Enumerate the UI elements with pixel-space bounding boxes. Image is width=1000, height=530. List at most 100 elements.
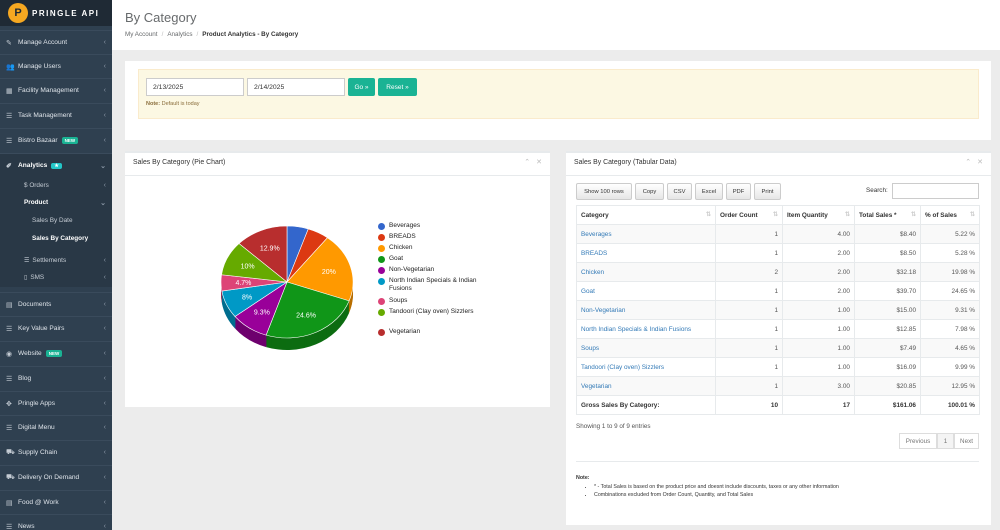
col-header-item-quantity[interactable]: Item Quantity ⇅ (782, 205, 855, 225)
legend-item: Vegetarian (378, 328, 488, 336)
analytics-submenu-bg (0, 153, 112, 287)
logo-text: PRINGLE API (32, 8, 100, 18)
category-link[interactable]: Chicken (576, 262, 716, 282)
sidebar-item-manage-users[interactable]: 👥 Manage Users ‹ (0, 54, 112, 78)
list-icon: ☰ (6, 375, 13, 383)
table-cell: $7.49 (854, 338, 921, 358)
sidebar-item-label: Delivery On Demand (18, 474, 80, 481)
sidebar-subitem-sales-by-date[interactable]: Sales By Date (0, 212, 112, 229)
search-input[interactable] (892, 183, 979, 199)
sidebar-subitem-label: Product (24, 199, 49, 206)
legend-label: Soups (389, 297, 408, 304)
sidebar-item-key-value-pairs[interactable]: ☰ Key Value Pairs ‹ (0, 316, 112, 340)
note-item: Combinations excluded from Order Count, … (594, 492, 976, 500)
sidebar-item-facility-management[interactable]: ▦ Facility Management ‹ (0, 78, 112, 102)
breadcrumb-separator: / (196, 31, 199, 38)
copy-button[interactable]: Copy (635, 183, 664, 200)
category-link[interactable]: Non-Vegetarian (576, 300, 716, 320)
end-date-input[interactable] (247, 78, 345, 96)
category-link[interactable]: Tandoori (Clay oven) Sizzlers (576, 357, 716, 377)
sidebar-item-label: Task Management (18, 112, 72, 119)
truck-icon: ⛟ (6, 449, 15, 456)
table-cell: 2.00 (782, 281, 855, 301)
chevron-left-icon: ‹ (103, 63, 106, 70)
close-icon[interactable]: ✕ (977, 159, 983, 166)
legend-label: Chicken (389, 244, 413, 251)
sidebar-subitem-orders[interactable]: $ Orders ‹ (0, 177, 112, 194)
pie-slice-label: 24.6% (296, 313, 316, 320)
col-header-order-count[interactable]: Order Count ⇅ (715, 205, 783, 225)
cog-icon: ☰ (24, 258, 30, 264)
table-notes: Note: * - Total Sales is based on the pr… (576, 475, 976, 499)
sidebar-item-bistro-bazaar[interactable]: ☰ Bistro Bazaar NEW ‹ (0, 128, 112, 152)
total-cell: 10 (715, 395, 783, 415)
go-button[interactable]: Go » (348, 78, 375, 96)
chevron-left-icon: ‹ (103, 499, 106, 506)
sidebar-item-food-work[interactable]: ▤ Food @ Work ‹ (0, 490, 112, 514)
csv-button[interactable]: CSV (667, 183, 692, 200)
reset-button[interactable]: Reset » (378, 78, 417, 96)
table-row: North Indian Specials & Indian Fusions 1 1… (576, 319, 980, 339)
excel-button[interactable]: Excel (695, 183, 723, 200)
breadcrumb-link-analytics[interactable]: Analytics (167, 31, 193, 38)
sort-icon: ⇅ (910, 212, 916, 218)
sidebar-item-task-management[interactable]: ☰ Task Management ‹ (0, 103, 112, 127)
sidebar-item-digital-menu[interactable]: ☰ Digital Menu ‹ (0, 415, 112, 439)
sort-icon: ⇅ (772, 212, 778, 218)
sidebar-subitem-product[interactable]: Product ⌄ (0, 194, 112, 211)
sidebar-item-pringle-apps[interactable]: ✥ Pringle Apps ‹ (0, 391, 112, 415)
breadcrumb: My Account / Analytics / Product Analyti… (125, 31, 298, 38)
col-header-percent-sales[interactable]: % of Sales ⇅ (920, 205, 980, 225)
show-rows-button[interactable]: Show 100 rows (576, 183, 632, 200)
filter-note: Note: Default is today (146, 101, 200, 107)
sidebar-item-blog[interactable]: ☰ Blog ‹ (0, 366, 112, 390)
breadcrumb-link-my-account[interactable]: My Account (125, 31, 158, 38)
category-link[interactable]: Beverages (576, 224, 716, 244)
category-link[interactable]: BREADS (576, 243, 716, 263)
pdf-button[interactable]: PDF (726, 183, 751, 200)
sidebar-item-manage-account[interactable]: ✎ Manage Account ‹ (0, 30, 112, 54)
pager-next-button[interactable]: Next (954, 433, 979, 449)
category-link[interactable]: Soups (576, 338, 716, 358)
start-date-input[interactable] (146, 78, 244, 96)
pager-page-1-button[interactable]: 1 (937, 433, 954, 449)
legend-swatch (378, 266, 385, 274)
sidebar-item-delivery-on-demand[interactable]: ⛟ Delivery On Demand ‹ (0, 465, 112, 489)
table-cell: 1 (715, 224, 783, 244)
collapse-icon[interactable]: ⌃ (524, 159, 531, 166)
sidebar-item-supply-chain[interactable]: ⛟ Supply Chain ‹ (0, 440, 112, 464)
collapse-icon[interactable]: ⌃ (965, 159, 972, 166)
sidebar-item-analytics[interactable]: ✐ Analytics ★ ⌄ (0, 153, 112, 177)
list-icon: ☰ (6, 424, 13, 432)
sort-icon: ⇅ (705, 212, 711, 218)
sidebar-subitem-label: Settlements (32, 257, 67, 264)
legend-label: Non-Vegetarian (389, 266, 435, 273)
col-header-category[interactable]: Category ⇅ (576, 205, 716, 225)
wrench-icon: ✎ (6, 39, 12, 47)
table-row: Soups 1 1.00 $7.49 4.65 % (576, 338, 980, 358)
sidebar-item-documents[interactable]: ▤ Documents ‹ (0, 292, 112, 316)
col-header-total-sales[interactable]: Total Sales * ⇅ (854, 205, 921, 225)
list-icon: ☰ (6, 137, 13, 145)
panel-divider (125, 175, 550, 176)
category-link[interactable]: Goat (576, 281, 716, 301)
table-cell: 3.00 (782, 376, 855, 396)
sidebar-item-website[interactable]: ◉ Website NEW ‹ (0, 341, 112, 365)
sidebar-item-label: Website (18, 350, 42, 357)
table-row: Tandoori (Clay oven) Sizzlers 1 1.00 $16.09… (576, 357, 980, 377)
sidebar-subitem-sales-by-category[interactable]: Sales By Category (0, 230, 112, 247)
pager-previous-button[interactable]: Previous (899, 433, 937, 449)
close-icon[interactable]: ✕ (536, 159, 542, 166)
sidebar-subitem-settlements[interactable]: ☰ Settlements ‹ (0, 252, 112, 269)
col-header-label: Total Sales * (859, 211, 897, 219)
category-link[interactable]: North Indian Specials & Indian Fusions (576, 319, 716, 339)
sidebar-subitem-sms[interactable]: ▯ SMS ‹ (0, 269, 112, 286)
sidebar-item-news[interactable]: ☰ News ‹ (0, 514, 112, 530)
category-link[interactable]: Vegetarian (576, 376, 716, 396)
sidebar-item-label: Manage Users (18, 63, 61, 70)
brand-logo[interactable]: P PRINGLE API (0, 0, 112, 26)
breadcrumb-separator: / (161, 31, 164, 38)
print-button[interactable]: Print (754, 183, 781, 200)
sidebar-item-label: Digital Menu (18, 424, 55, 431)
pie-slice-label: 8% (242, 294, 252, 301)
